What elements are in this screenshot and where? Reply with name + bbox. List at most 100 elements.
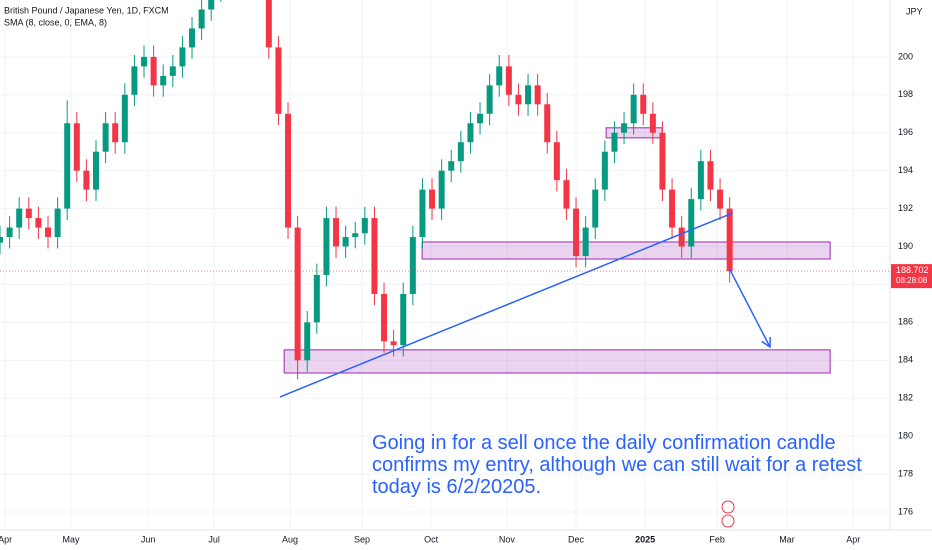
candle-body (592, 189, 599, 228)
candle-body (400, 293, 407, 346)
candle-body (208, 0, 215, 10)
candle-body (35, 218, 42, 228)
x-tick-label: Oct (424, 534, 439, 544)
arrow (729, 269, 771, 348)
x-tick-label: Jul (208, 534, 220, 544)
x-tick-label: Sep (354, 534, 370, 544)
y-tick-label: 180 (898, 431, 913, 441)
candle-body (505, 66, 512, 95)
candle-body (323, 218, 330, 275)
candle-body (640, 94, 647, 114)
candle-body (486, 85, 493, 114)
y-tick-label: 200 (898, 51, 913, 61)
candle-body (83, 170, 90, 190)
zone (283, 349, 831, 374)
y-tick-label: 178 (898, 468, 913, 478)
candle-body (333, 218, 340, 247)
candle-body (457, 142, 464, 162)
candle-body (179, 47, 186, 67)
candle-body (64, 123, 71, 209)
y-tick-label: 192 (898, 203, 913, 213)
y-tick-label: 184 (898, 355, 913, 365)
y-tick-label: 196 (898, 127, 913, 137)
candle-body (381, 293, 388, 342)
chart-title: British Pound / Japanese Yen, 1D, FXCM (4, 5, 169, 15)
candle-body (649, 113, 656, 133)
annotation-text: Going in for a sell once the daily confi… (372, 432, 836, 454)
candle-body (342, 237, 349, 247)
candle-body (313, 274, 320, 323)
y-tick-label: 194 (898, 165, 913, 175)
candle-body (160, 75, 167, 86)
candle-body (630, 94, 637, 124)
candle-body (717, 189, 724, 209)
candle-body (534, 85, 541, 105)
candle-body (189, 28, 196, 48)
candle-body (611, 132, 618, 152)
candle-body (0, 237, 3, 243)
x-tick-label: May (63, 534, 81, 544)
y-tick-label: 198 (898, 89, 913, 99)
candle-body (688, 199, 695, 247)
candle-body (121, 94, 128, 143)
candle-body (419, 189, 426, 238)
annotation-text: today is 6/2/20205. (372, 476, 541, 498)
candle-body (726, 208, 733, 272)
candle-body (467, 123, 474, 143)
price-label-box (891, 264, 932, 289)
candle-body (697, 161, 704, 200)
y-tick-label: 182 (898, 393, 913, 403)
candle-body (294, 227, 301, 361)
candle-body (707, 161, 714, 190)
x-tick-label: Dec (568, 534, 585, 544)
plot-area (0, 0, 890, 530)
candle-body (25, 208, 32, 219)
indicator-label: SMA (8, close, 0, EMA, 8) (4, 17, 107, 27)
candle-body (150, 56, 157, 86)
candle-body (54, 208, 61, 238)
x-tick-label: Aug (282, 534, 298, 544)
candle-body (112, 123, 119, 143)
x-tick-label: Feb (709, 534, 725, 544)
candle-body (169, 66, 176, 76)
candle-body (198, 9, 205, 29)
candle-body (563, 180, 570, 209)
candle-body (45, 227, 52, 238)
icon[interactable] (721, 514, 735, 528)
candle-body (669, 189, 676, 228)
currency-label: JPY (906, 6, 923, 16)
countdown: 08:28:08 (896, 276, 928, 285)
candle-body (352, 233, 359, 238)
candle-body (131, 66, 138, 95)
candle-body (102, 123, 109, 152)
candle-body (285, 113, 292, 228)
y-tick-label: 186 (898, 317, 913, 327)
y-tick-label: 190 (898, 241, 913, 251)
candle-body (582, 227, 589, 256)
candle-body (390, 341, 397, 346)
candle-body (275, 47, 282, 114)
candle-body (429, 189, 436, 209)
candle-body (448, 161, 455, 171)
candle-body (93, 151, 100, 190)
candle-body (73, 123, 80, 171)
price-label: 188.702 (896, 265, 929, 275)
candle-body (525, 85, 532, 105)
icon[interactable] (721, 500, 735, 514)
candle-body (544, 104, 551, 143)
x-tick-label: Apr (846, 534, 860, 544)
candle-body (16, 208, 23, 228)
x-tick-label: Apr (0, 534, 12, 544)
candle-body (438, 170, 445, 209)
candle-body (496, 66, 503, 86)
candle-body (621, 123, 628, 133)
x-tick-label: 2025 (635, 534, 655, 544)
candle-body (678, 227, 685, 247)
candle-body (6, 227, 13, 238)
x-tick-label: Mar (779, 534, 795, 544)
candle-body (477, 113, 484, 124)
x-tick-label: Jun (141, 534, 156, 544)
candle-body (515, 94, 522, 105)
